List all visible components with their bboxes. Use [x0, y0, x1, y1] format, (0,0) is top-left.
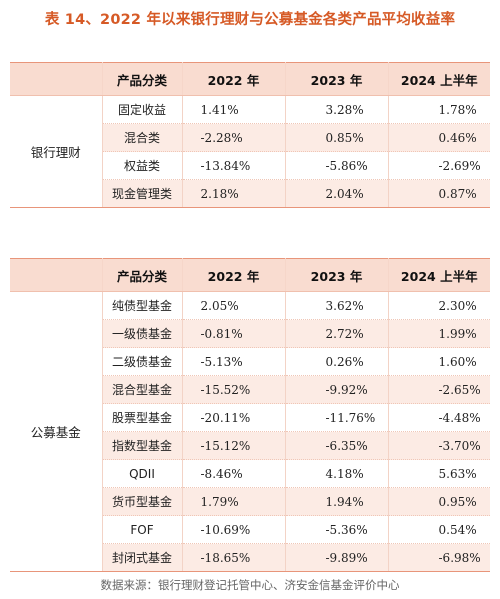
table-row: 货币型基金 1.79% 1.94% 0.95% [10, 487, 490, 516]
category-cell: 股票型基金 [102, 403, 183, 432]
value-2022: -20.11% [182, 403, 286, 432]
category-cell: 权益类 [102, 151, 183, 180]
header-category: 产品分类 [102, 258, 183, 292]
value-2023: -6.35% [285, 431, 389, 460]
header-group [10, 258, 103, 292]
value-2024h1: 0.54% [388, 515, 490, 544]
table-row: 指数型基金 -15.12% -6.35% -3.70% [10, 431, 490, 460]
table-row: 混合型基金 -15.52% -9.92% -2.65% [10, 375, 490, 404]
value-2022: -18.65% [182, 543, 286, 572]
table-row: 一级债基金 -0.81% 2.72% 1.99% [10, 319, 490, 348]
value-2024h1: 0.46% [388, 123, 490, 152]
value-2023: -9.89% [285, 543, 389, 572]
category-cell: 混合类 [102, 123, 183, 152]
value-2023: 3.62% [285, 291, 389, 320]
category-cell: 现金管理类 [102, 179, 183, 208]
value-2023: 3.28% [285, 95, 389, 124]
value-2024h1: 1.78% [388, 95, 490, 124]
value-2024h1: 5.63% [388, 459, 490, 488]
header-group [10, 62, 103, 96]
value-2024h1: -2.65% [388, 375, 490, 404]
value-2022: -5.13% [182, 347, 286, 376]
group-label-bank-wealth: 银行理财 [10, 95, 103, 208]
header-row: 产品分类 2022 年 2023 年 2024 上半年 [10, 258, 490, 292]
category-cell: 封闭式基金 [102, 543, 183, 572]
value-2024h1: 0.87% [388, 179, 490, 208]
mutual-fund-table: 产品分类 2022 年 2023 年 2024 上半年 公募基金 纯债型基金 2… [10, 258, 490, 572]
value-2024h1: 1.99% [388, 319, 490, 348]
category-cell: FOF [102, 515, 183, 544]
value-2023: -11.76% [285, 403, 389, 432]
value-2024h1: 1.60% [388, 347, 490, 376]
category-cell: 纯债型基金 [102, 291, 183, 320]
value-2024h1: 2.30% [388, 291, 490, 320]
header-2024h1: 2024 上半年 [388, 62, 490, 96]
table-row: 股票型基金 -20.11% -11.76% -4.48% [10, 403, 490, 432]
value-2023: -9.92% [285, 375, 389, 404]
category-cell: 二级债基金 [102, 347, 183, 376]
value-2024h1: -3.70% [388, 431, 490, 460]
table-row: 二级债基金 -5.13% 0.26% 1.60% [10, 347, 490, 376]
table-row: 银行理财 固定收益 1.41% 3.28% 1.78% [10, 95, 490, 208]
value-2022: -10.69% [182, 515, 286, 544]
header-2023: 2023 年 [285, 258, 389, 292]
header-row: 产品分类 2022 年 2023 年 2024 上半年 [10, 62, 490, 96]
table-row: 封闭式基金 -18.65% -9.89% -6.98% [10, 543, 490, 572]
value-2022: 2.18% [182, 179, 286, 208]
category-cell: 指数型基金 [102, 431, 183, 460]
value-2024h1: -4.48% [388, 403, 490, 432]
bank-wealth-table: 产品分类 2022 年 2023 年 2024 上半年 银行理财 固定收益 1.… [10, 62, 490, 208]
value-2023: -5.36% [285, 515, 389, 544]
category-cell: 混合型基金 [102, 375, 183, 404]
value-2023: -5.86% [285, 151, 389, 180]
category-cell: QDII [102, 459, 183, 488]
header-category: 产品分类 [102, 62, 183, 96]
category-cell: 固定收益 [102, 95, 183, 124]
value-2022: -2.28% [182, 123, 286, 152]
data-source-note: 数据来源：银行理财登记托管中心、济安金信基金评价中心 [100, 578, 400, 592]
value-2023: 1.94% [285, 487, 389, 516]
table-row: 混合类 -2.28% 0.85% 0.46% [10, 123, 490, 152]
value-2022: -8.46% [182, 459, 286, 488]
value-2022: -15.52% [182, 375, 286, 404]
value-2024h1: 0.95% [388, 487, 490, 516]
value-2022: -15.12% [182, 431, 286, 460]
table-row: 权益类 -13.84% -5.86% -2.69% [10, 151, 490, 180]
value-2024h1: -6.98% [388, 543, 490, 572]
header-2022: 2022 年 [182, 62, 286, 96]
value-2023: 2.04% [285, 179, 389, 208]
value-2023: 4.18% [285, 459, 389, 488]
table-row: QDII -8.46% 4.18% 5.63% [10, 459, 490, 488]
value-2022: 1.41% [182, 95, 286, 124]
group-label-mutual-fund: 公募基金 [10, 291, 103, 572]
value-2022: -13.84% [182, 151, 286, 180]
category-cell: 一级债基金 [102, 319, 183, 348]
table-title: 表 14、2022 年以来银行理财与公募基金各类产品平均收益率 [44, 12, 456, 28]
table-row: 现金管理类 2.18% 2.04% 0.87% [10, 179, 490, 208]
header-2024h1: 2024 上半年 [388, 258, 490, 292]
value-2023: 0.85% [285, 123, 389, 152]
value-2022: 2.05% [182, 291, 286, 320]
value-2023: 0.26% [285, 347, 389, 376]
header-2023: 2023 年 [285, 62, 389, 96]
table-row: FOF -10.69% -5.36% 0.54% [10, 515, 490, 544]
value-2022: -0.81% [182, 319, 286, 348]
value-2024h1: -2.69% [388, 151, 490, 180]
value-2023: 2.72% [285, 319, 389, 348]
category-cell: 货币型基金 [102, 487, 183, 516]
header-2022: 2022 年 [182, 258, 286, 292]
table-row: 公募基金 纯债型基金 2.05% 3.62% 2.30% [10, 291, 490, 572]
value-2022: 1.79% [182, 487, 286, 516]
